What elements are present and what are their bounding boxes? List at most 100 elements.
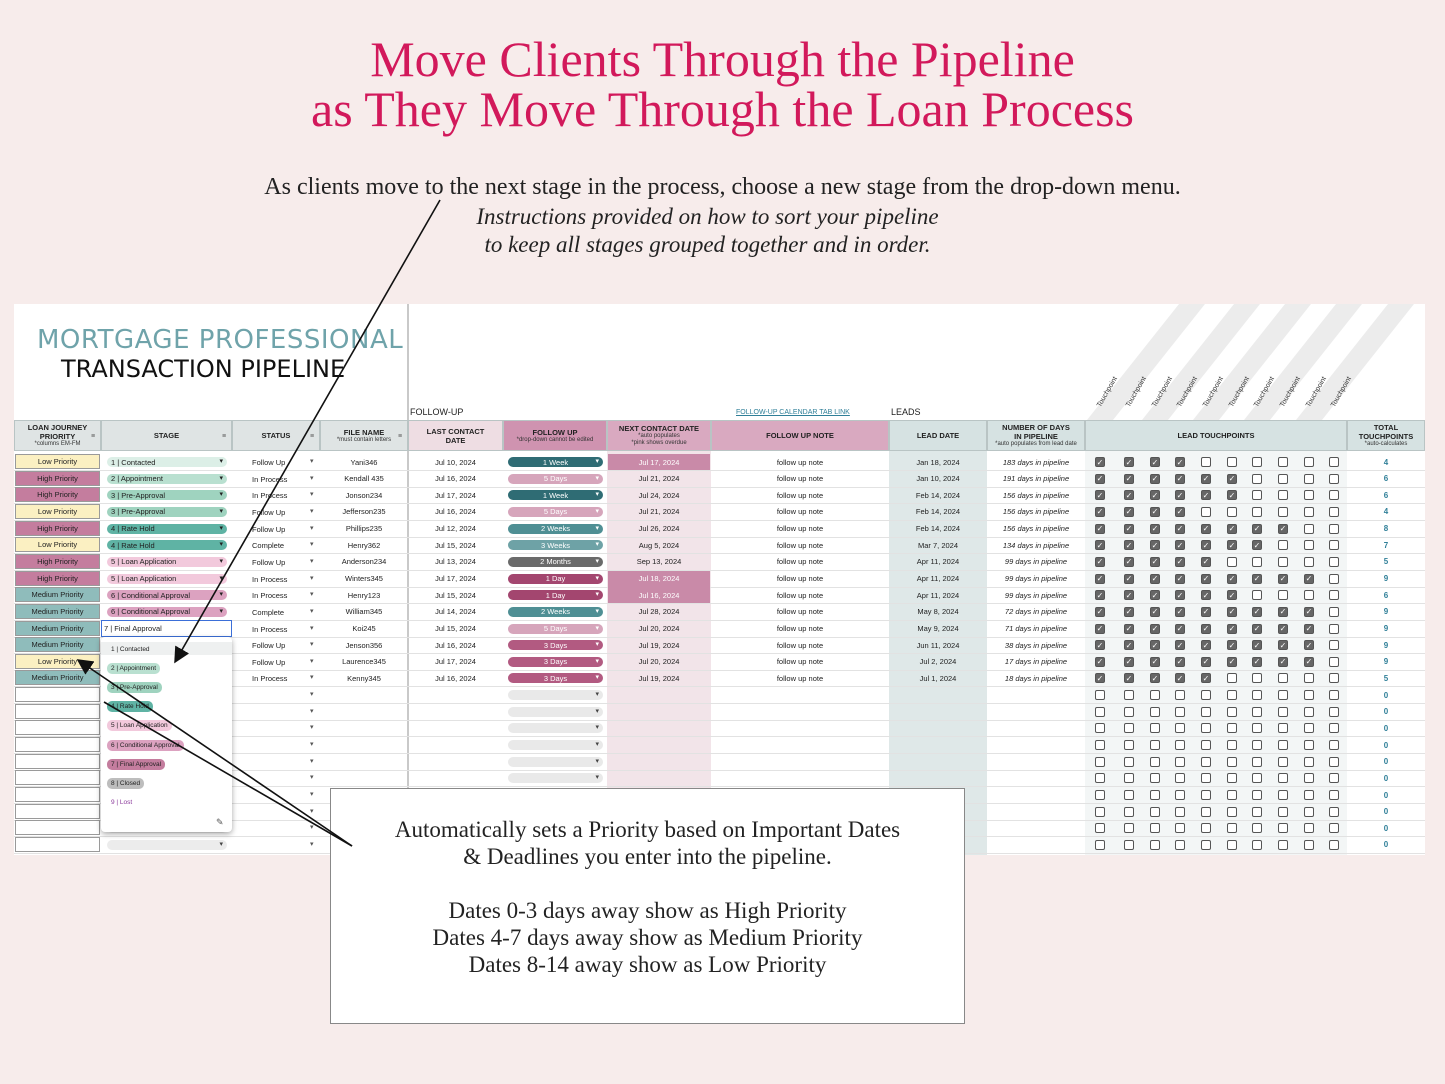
- checkbox[interactable]: [1227, 790, 1237, 800]
- checkbox[interactable]: ✓: [1095, 457, 1105, 467]
- checkbox[interactable]: [1150, 823, 1160, 834]
- checkbox[interactable]: ✓: [1252, 640, 1262, 651]
- checkbox[interactable]: [1329, 473, 1339, 484]
- checkbox[interactable]: ✓: [1175, 640, 1185, 651]
- checkbox[interactable]: [1227, 706, 1237, 717]
- checkbox[interactable]: ✓: [1150, 623, 1160, 634]
- checkbox[interactable]: ✓: [1124, 506, 1134, 517]
- checkbox[interactable]: ✓: [1150, 556, 1160, 567]
- checkbox[interactable]: [1201, 506, 1211, 517]
- checkbox[interactable]: ✓: [1278, 523, 1288, 534]
- checkbox[interactable]: ✓: [1227, 640, 1237, 651]
- checkbox[interactable]: ✓: [1095, 556, 1105, 567]
- checkbox[interactable]: ✓: [1095, 540, 1105, 551]
- checkbox[interactable]: [1150, 706, 1160, 717]
- checkbox[interactable]: ✓: [1201, 523, 1211, 534]
- checkbox[interactable]: ✓: [1124, 640, 1134, 651]
- dropdown-option[interactable]: 8 | Closed: [107, 777, 145, 789]
- checkbox[interactable]: ✓: [1175, 506, 1185, 517]
- checkbox[interactable]: [1227, 740, 1237, 751]
- checkbox[interactable]: ✓: [1124, 673, 1134, 684]
- checkbox[interactable]: ✓: [1150, 606, 1160, 617]
- checkbox[interactable]: ✓: [1201, 490, 1211, 501]
- checkbox[interactable]: ✓: [1227, 606, 1237, 617]
- checkbox[interactable]: [1329, 506, 1339, 517]
- checkbox[interactable]: ✓: [1124, 556, 1134, 567]
- checkbox[interactable]: ✓: [1124, 573, 1134, 584]
- checkbox[interactable]: [1304, 457, 1314, 467]
- checkbox[interactable]: [1252, 773, 1262, 784]
- checkbox[interactable]: ✓: [1201, 540, 1211, 551]
- checkbox[interactable]: [1252, 690, 1262, 701]
- checkbox[interactable]: ✓: [1150, 640, 1160, 651]
- checkbox[interactable]: [1329, 756, 1339, 767]
- checkbox[interactable]: ✓: [1227, 473, 1237, 484]
- checkbox[interactable]: [1175, 823, 1185, 834]
- checkbox[interactable]: [1304, 740, 1314, 751]
- checkbox[interactable]: ✓: [1124, 540, 1134, 551]
- checkbox[interactable]: ✓: [1227, 623, 1237, 634]
- checkbox[interactable]: [1150, 806, 1160, 817]
- checkbox[interactable]: [1175, 723, 1185, 734]
- checkbox[interactable]: ✓: [1175, 656, 1185, 667]
- checkbox[interactable]: [1201, 790, 1211, 800]
- checkbox[interactable]: ✓: [1201, 590, 1211, 601]
- checkbox[interactable]: [1124, 823, 1134, 834]
- checkbox[interactable]: [1095, 723, 1105, 734]
- checkbox[interactable]: [1329, 540, 1339, 551]
- checkbox[interactable]: ✓: [1278, 656, 1288, 667]
- checkbox[interactable]: ✓: [1201, 556, 1211, 567]
- checkbox[interactable]: [1124, 690, 1134, 701]
- checkbox[interactable]: [1201, 823, 1211, 834]
- checkbox[interactable]: [1175, 740, 1185, 751]
- checkbox[interactable]: ✓: [1201, 606, 1211, 617]
- checkbox[interactable]: ✓: [1095, 573, 1105, 584]
- checkbox[interactable]: [1175, 706, 1185, 717]
- checkbox[interactable]: ✓: [1252, 540, 1262, 551]
- checkbox[interactable]: [1329, 823, 1339, 834]
- checkbox[interactable]: [1304, 806, 1314, 817]
- checkbox[interactable]: ✓: [1201, 673, 1211, 684]
- dropdown-option[interactable]: 2 | Appointment: [107, 662, 161, 674]
- checkbox[interactable]: ✓: [1124, 623, 1134, 634]
- checkbox[interactable]: [1304, 673, 1314, 684]
- checkbox[interactable]: ✓: [1175, 590, 1185, 601]
- checkbox[interactable]: ✓: [1227, 490, 1237, 501]
- checkbox[interactable]: [1201, 839, 1211, 850]
- checkbox[interactable]: ✓: [1252, 606, 1262, 617]
- checkbox[interactable]: [1095, 806, 1105, 817]
- checkbox[interactable]: [1329, 623, 1339, 634]
- checkbox[interactable]: [1329, 457, 1339, 467]
- checkbox[interactable]: ✓: [1095, 623, 1105, 634]
- checkbox[interactable]: ✓: [1150, 490, 1160, 501]
- checkbox[interactable]: [1278, 506, 1288, 517]
- checkbox[interactable]: ✓: [1227, 590, 1237, 601]
- checkbox[interactable]: ✓: [1175, 606, 1185, 617]
- checkbox[interactable]: ✓: [1095, 523, 1105, 534]
- checkbox[interactable]: [1329, 656, 1339, 667]
- checkbox[interactable]: ✓: [1252, 623, 1262, 634]
- checkbox[interactable]: [1175, 790, 1185, 800]
- checkbox[interactable]: [1329, 806, 1339, 817]
- checkbox[interactable]: [1201, 806, 1211, 817]
- checkbox[interactable]: [1278, 556, 1288, 567]
- checkbox[interactable]: ✓: [1150, 656, 1160, 667]
- checkbox[interactable]: [1329, 740, 1339, 751]
- checkbox[interactable]: [1278, 740, 1288, 751]
- checkbox[interactable]: [1252, 706, 1262, 717]
- checkbox[interactable]: ✓: [1095, 473, 1105, 484]
- checkbox[interactable]: [1329, 523, 1339, 534]
- checkbox[interactable]: ✓: [1278, 573, 1288, 584]
- checkbox[interactable]: ✓: [1150, 457, 1160, 467]
- checkbox[interactable]: [1252, 556, 1262, 567]
- checkbox[interactable]: [1278, 806, 1288, 817]
- checkbox[interactable]: [1095, 740, 1105, 751]
- checkbox[interactable]: ✓: [1252, 656, 1262, 667]
- checkbox[interactable]: [1304, 490, 1314, 501]
- checkbox[interactable]: ✓: [1227, 573, 1237, 584]
- checkbox[interactable]: [1304, 756, 1314, 767]
- checkbox[interactable]: [1201, 756, 1211, 767]
- dropdown-option[interactable]: 6 | Conditional Approval: [107, 739, 184, 751]
- dropdown-option[interactable]: 3 | Pre-Approval: [107, 681, 162, 693]
- checkbox[interactable]: ✓: [1175, 573, 1185, 584]
